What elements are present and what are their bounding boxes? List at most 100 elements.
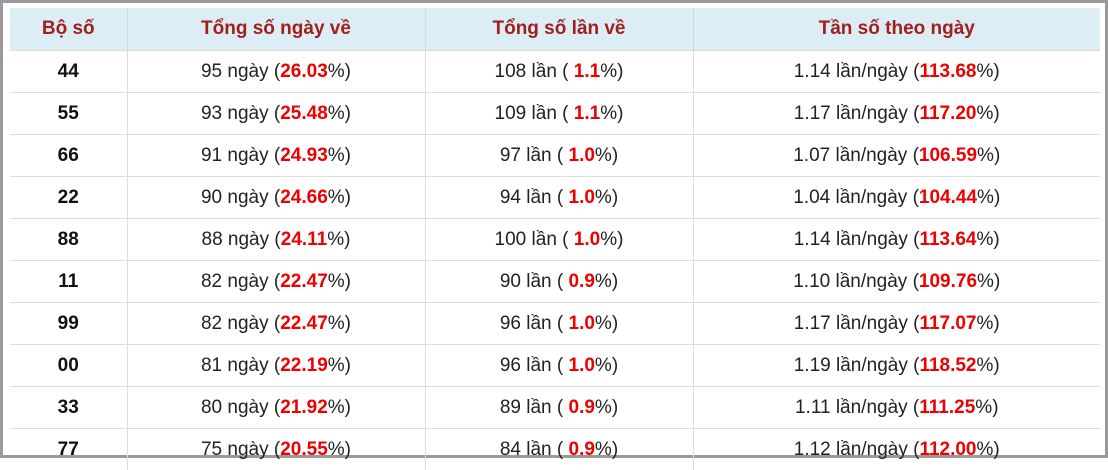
header-cell: Bộ số bbox=[10, 8, 127, 51]
cell-text: 88 ngày ( bbox=[202, 229, 281, 250]
cell-text: 1.11 lần/ngày ( bbox=[795, 397, 919, 418]
percent-value: 22.19 bbox=[280, 355, 328, 376]
percent-value: 1.0 bbox=[569, 355, 595, 376]
number-cell: 99 bbox=[10, 303, 127, 345]
cell-text: %) bbox=[975, 397, 998, 418]
percent-value: 0.9 bbox=[569, 271, 595, 292]
cell-text: 90 lần ( bbox=[500, 271, 569, 292]
percent-value: 117.07 bbox=[919, 313, 976, 334]
cell-text: 1.17 lần/ngày ( bbox=[794, 103, 920, 124]
percent-value: 1.0 bbox=[569, 313, 595, 334]
number-cell: 11 bbox=[10, 261, 127, 303]
cell-text: 1.19 lần/ngày ( bbox=[794, 355, 920, 376]
stat-cell: 100 lần ( 1.0%) bbox=[425, 219, 693, 261]
cell-text: %) bbox=[595, 145, 618, 166]
percent-value: 21.92 bbox=[280, 397, 328, 418]
cell-text: %) bbox=[327, 229, 350, 250]
stat-cell: 95 ngày (26.03%) bbox=[127, 51, 425, 93]
cell-text: %) bbox=[595, 355, 618, 376]
cell-text: 1.17 lần/ngày ( bbox=[794, 313, 920, 334]
cell-text: %) bbox=[328, 103, 351, 124]
cell-text: 93 ngày ( bbox=[201, 103, 280, 124]
stat-cell: 82 ngày (22.47%) bbox=[127, 303, 425, 345]
percent-value: 24.11 bbox=[281, 229, 328, 250]
stat-cell: 93 ngày (25.48%) bbox=[127, 93, 425, 135]
cell-text: 97 lần ( bbox=[500, 145, 569, 166]
percent-value: 22.47 bbox=[280, 271, 328, 292]
percent-value: 1.0 bbox=[569, 187, 595, 208]
cell-text: 1.12 lần/ngày ( bbox=[794, 439, 920, 460]
cell-text: 1.04 lần/ngày ( bbox=[793, 187, 919, 208]
cell-text: 84 lần ( bbox=[500, 439, 569, 460]
cell-text: 100 lần ( bbox=[495, 229, 574, 250]
stat-cell: 90 lần ( 0.9%) bbox=[425, 261, 693, 303]
stat-cell: 1.12 lần/ngày (112.00%) bbox=[693, 429, 1100, 470]
cell-text: 81 ngày ( bbox=[201, 355, 280, 376]
stat-cell: 1.11 lần/ngày (111.25%) bbox=[693, 387, 1100, 429]
cell-text: %) bbox=[328, 397, 351, 418]
cell-text: 94 lần ( bbox=[500, 187, 569, 208]
percent-value: 22.47 bbox=[280, 313, 328, 334]
stat-cell: 96 lần ( 1.0%) bbox=[425, 303, 693, 345]
stat-cell: 91 ngày (24.93%) bbox=[127, 135, 425, 177]
cell-text: %) bbox=[595, 313, 618, 334]
header-cell: Tần số theo ngày bbox=[693, 8, 1100, 51]
percent-value: 117.20 bbox=[919, 103, 976, 124]
cell-text: %) bbox=[328, 271, 351, 292]
cell-text: %) bbox=[328, 355, 351, 376]
percent-value: 113.68 bbox=[919, 61, 976, 82]
percent-value: 1.0 bbox=[569, 145, 595, 166]
number-cell: 22 bbox=[10, 177, 127, 219]
cell-text: %) bbox=[595, 187, 618, 208]
number-cell: 44 bbox=[10, 51, 127, 93]
cell-text: 1.14 lần/ngày ( bbox=[794, 61, 920, 82]
percent-value: 24.66 bbox=[280, 187, 328, 208]
stat-cell: 96 lần ( 1.0%) bbox=[425, 345, 693, 387]
stat-cell: 1.10 lần/ngày (109.76%) bbox=[693, 261, 1100, 303]
stat-cell: 97 lần ( 1.0%) bbox=[425, 135, 693, 177]
stat-cell: 90 ngày (24.66%) bbox=[127, 177, 425, 219]
percent-value: 0.9 bbox=[569, 397, 595, 418]
cell-text: 75 ngày ( bbox=[201, 439, 280, 460]
cell-text: %) bbox=[977, 103, 1000, 124]
cell-text: 1.07 lần/ngày ( bbox=[793, 145, 919, 166]
percent-value: 118.52 bbox=[919, 355, 976, 376]
stat-cell: 81 ngày (22.19%) bbox=[127, 345, 425, 387]
cell-text: %) bbox=[595, 397, 618, 418]
stat-cell: 1.17 lần/ngày (117.20%) bbox=[693, 93, 1100, 135]
header-cell: Tổng số ngày về bbox=[127, 8, 425, 51]
cell-text: %) bbox=[328, 145, 351, 166]
cell-text: 1.10 lần/ngày ( bbox=[793, 271, 919, 292]
stat-cell: 88 ngày (24.11%) bbox=[127, 219, 425, 261]
number-cell: 88 bbox=[10, 219, 127, 261]
number-cell: 66 bbox=[10, 135, 127, 177]
cell-text: %) bbox=[600, 103, 623, 124]
stat-cell: 1.14 lần/ngày (113.64%) bbox=[693, 219, 1100, 261]
cell-text: %) bbox=[977, 439, 1000, 460]
cell-text: %) bbox=[977, 187, 1000, 208]
cell-text: %) bbox=[595, 439, 618, 460]
cell-text: %) bbox=[328, 61, 351, 82]
percent-value: 0.9 bbox=[569, 439, 595, 460]
cell-text: %) bbox=[328, 187, 351, 208]
percent-value: 26.03 bbox=[280, 61, 328, 82]
cell-text: %) bbox=[977, 355, 1000, 376]
percent-value: 109.76 bbox=[919, 271, 977, 292]
stat-cell: 1.07 lần/ngày (106.59%) bbox=[693, 135, 1100, 177]
cell-text: %) bbox=[977, 313, 1000, 334]
percent-value: 111.25 bbox=[919, 397, 975, 418]
number-cell: 55 bbox=[10, 93, 127, 135]
cell-text: 82 ngày ( bbox=[201, 313, 280, 334]
cell-text: 108 lần ( bbox=[495, 61, 574, 82]
cell-text: %) bbox=[977, 145, 1000, 166]
